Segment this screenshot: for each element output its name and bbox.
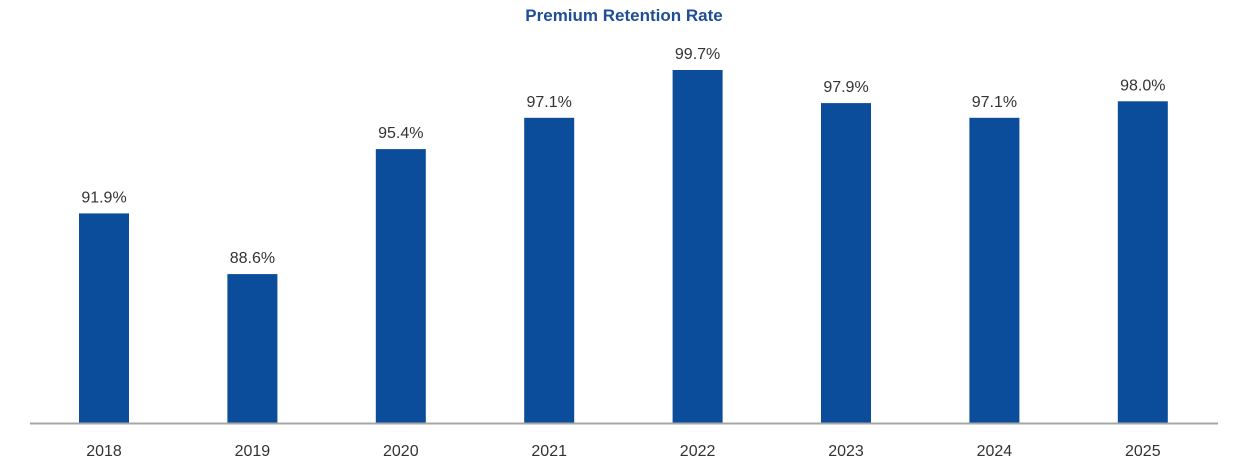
bar-2024 (969, 117, 1020, 424)
data-label-2020: 95.4% (378, 125, 423, 142)
bar-2020 (375, 149, 426, 423)
data-label-2025: 98.0% (1120, 77, 1165, 94)
data-labels-group: 91.9% 88.6% 95.4% 97.1% 99.7% 97.9% 97.1% 98.0% (81, 46, 1165, 267)
x-tick-label-2021: 2021 (531, 443, 567, 460)
data-label-2023: 97.9% (823, 79, 868, 96)
data-label-2021: 97.1% (527, 94, 572, 111)
x-tick-label-2023: 2023 (828, 443, 864, 460)
bar-2018 (79, 213, 129, 423)
chart-title: Premium Retention Rate (525, 6, 723, 25)
bar-2019 (227, 274, 278, 423)
x-tick-labels-group: 2018 2019 2020 2021 2022 2023 2024 2025 (86, 443, 1160, 460)
x-tick-label-2022: 2022 (680, 443, 716, 460)
x-tick-label-2018: 2018 (86, 443, 122, 460)
data-label-2022: 99.7% (675, 46, 720, 63)
x-tick-label-2024: 2024 (977, 443, 1013, 460)
bars-group (79, 70, 1168, 424)
x-tick-label-2025: 2025 (1125, 443, 1161, 460)
bar-2021 (524, 117, 575, 424)
bar-2022 (672, 70, 723, 423)
data-label-2019: 88.6% (230, 250, 275, 267)
data-label-2024: 97.1% (972, 94, 1017, 111)
data-label-2018: 91.9% (81, 189, 126, 206)
bar-2025 (1117, 101, 1168, 424)
x-tick-label-2020: 2020 (383, 443, 419, 460)
x-tick-label-2019: 2019 (235, 443, 271, 460)
bar-2023 (821, 103, 871, 423)
